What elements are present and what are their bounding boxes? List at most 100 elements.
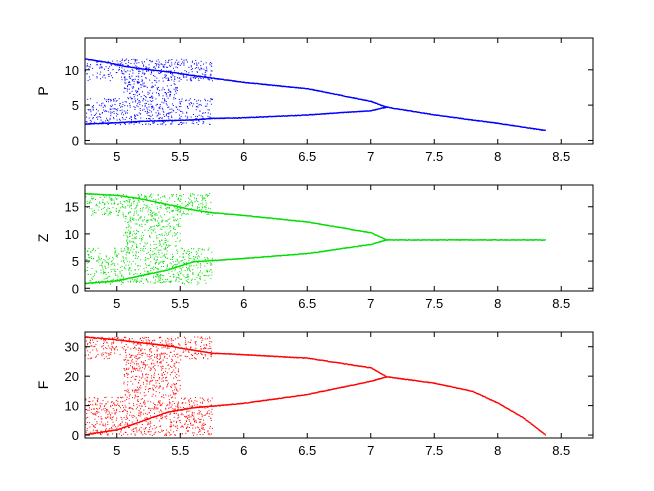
data-point <box>101 66 103 68</box>
data-point <box>162 110 164 112</box>
data-point <box>202 204 204 206</box>
data-point <box>92 197 94 199</box>
data-point <box>183 275 185 277</box>
data-point <box>145 207 147 209</box>
data-point <box>204 98 206 100</box>
data-point <box>208 274 210 276</box>
data-point <box>137 103 139 105</box>
data-point <box>102 102 104 104</box>
data-point <box>133 96 135 98</box>
data-point <box>122 104 124 106</box>
data-point <box>148 207 150 209</box>
data-point <box>146 205 148 207</box>
data-point <box>141 79 143 81</box>
data-point <box>156 87 158 89</box>
data-point <box>86 203 88 205</box>
data-point <box>101 265 103 267</box>
data-point <box>153 225 155 227</box>
data-point <box>118 212 120 214</box>
data-point <box>164 237 166 239</box>
data-point <box>86 112 88 114</box>
data-point <box>188 201 190 203</box>
data-point <box>196 67 198 69</box>
data-point <box>162 80 164 82</box>
data-point <box>97 118 99 120</box>
data-point <box>197 255 199 257</box>
data-point <box>190 78 192 80</box>
data-point <box>159 242 161 244</box>
data-point <box>134 59 136 61</box>
data-point <box>129 241 131 243</box>
data-point <box>129 92 131 94</box>
data-point <box>147 271 149 273</box>
data-point <box>134 60 136 62</box>
data-point <box>153 66 155 68</box>
data-point <box>162 255 164 257</box>
data-point <box>165 233 167 235</box>
data-point <box>109 72 111 74</box>
data-point <box>86 63 88 65</box>
data-point <box>124 123 126 125</box>
data-point <box>105 256 107 258</box>
data-point <box>151 92 153 94</box>
data-point <box>139 107 141 109</box>
data-point <box>177 272 179 274</box>
data-point <box>164 98 166 100</box>
data-point <box>186 264 188 266</box>
data-point <box>161 196 163 198</box>
data-point <box>115 274 117 276</box>
data-point <box>200 77 202 79</box>
data-point <box>179 267 181 269</box>
data-point <box>130 270 132 272</box>
data-point <box>92 211 94 213</box>
data-point <box>129 240 131 242</box>
data-point <box>134 61 136 63</box>
data-point <box>164 74 166 76</box>
data-point <box>155 224 157 226</box>
data-point <box>86 258 88 260</box>
data-point <box>119 60 121 62</box>
data-point <box>180 115 182 117</box>
data-point <box>104 203 106 205</box>
data-point <box>142 70 144 72</box>
data-point <box>143 98 145 100</box>
data-point <box>98 255 100 257</box>
data-point <box>101 201 103 203</box>
data-point <box>134 107 136 109</box>
data-point <box>191 204 193 206</box>
data-point <box>136 92 138 94</box>
data-point <box>147 210 149 212</box>
data-point <box>152 100 154 102</box>
data-point <box>112 281 114 283</box>
data-point <box>209 113 211 115</box>
data-point <box>172 235 174 237</box>
data-point <box>129 118 131 120</box>
data-point <box>121 274 123 276</box>
data-point <box>209 61 211 63</box>
data-point <box>128 252 130 254</box>
data-point <box>149 219 151 221</box>
data-point <box>122 212 124 214</box>
data-point <box>179 195 181 197</box>
data-point <box>125 218 127 220</box>
data-point <box>198 114 200 116</box>
data-point <box>158 61 160 63</box>
data-point <box>99 113 101 115</box>
data-point <box>133 86 135 88</box>
data-point <box>125 216 127 218</box>
data-point <box>167 91 169 93</box>
data-point <box>111 197 113 199</box>
data-point <box>150 255 152 257</box>
data-point <box>168 244 170 246</box>
data-point <box>141 239 143 240</box>
data-point <box>199 276 201 278</box>
data-point <box>160 197 162 199</box>
data-point <box>120 266 122 268</box>
data-point <box>143 72 145 74</box>
data-point <box>175 87 177 89</box>
data-point <box>199 208 201 210</box>
data-point <box>159 241 161 243</box>
data-point <box>187 273 189 275</box>
data-point <box>102 111 103 113</box>
data-point <box>129 78 131 80</box>
